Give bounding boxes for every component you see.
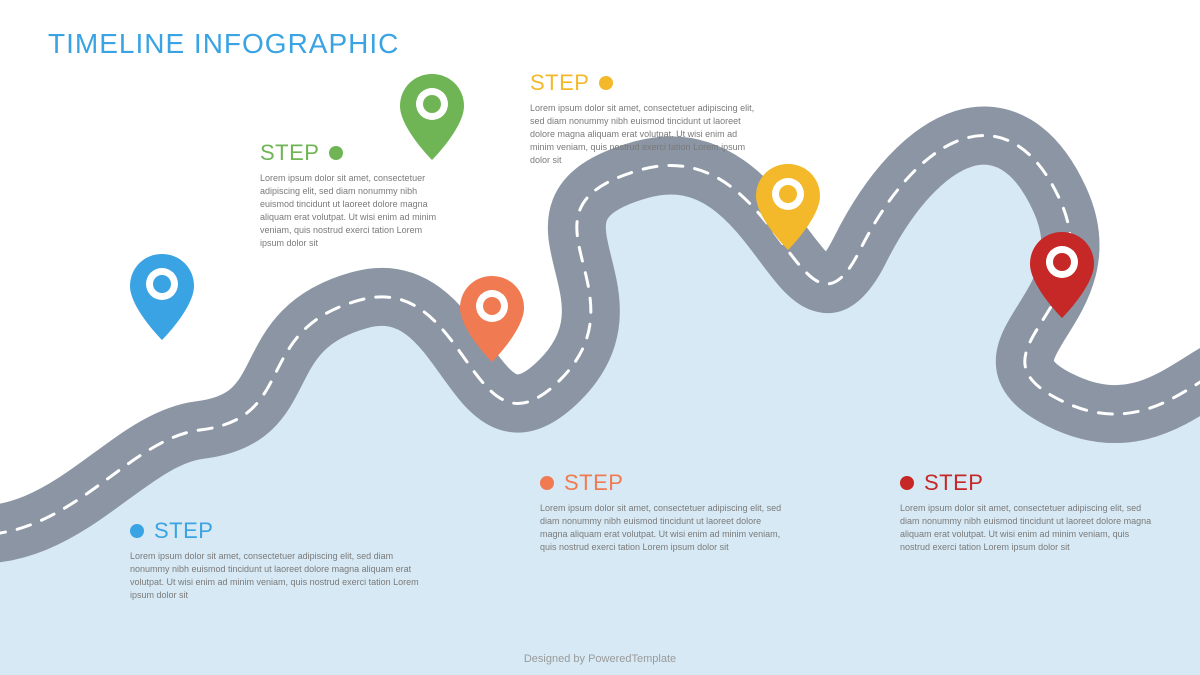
pin-ring-inner-icon: [779, 185, 797, 203]
pin-ring-inner-icon: [483, 297, 501, 315]
step-blue: STEP Lorem ipsum dolor sit amet, consecte…: [130, 518, 430, 602]
step-body: Lorem ipsum dolor sit amet, consectetuer…: [130, 550, 430, 602]
page-title: TIMELINE INFOGRAPHIC: [48, 28, 399, 60]
step-header: STEP: [900, 470, 1160, 496]
step-red: STEP Lorem ipsum dolor sit amet, consecte…: [900, 470, 1160, 554]
step-body: Lorem ipsum dolor sit amet, consectetuer…: [540, 502, 790, 554]
footer-credit: Designed by PoweredTemplate: [0, 653, 1200, 665]
step-dot-icon: [130, 524, 144, 538]
step-body: Lorem ipsum dolor sit amet, consectetuer…: [900, 502, 1160, 554]
step-header: STEP: [530, 70, 760, 96]
pin-blue: [130, 254, 194, 340]
step-header: STEP: [260, 140, 440, 166]
step-dot-icon: [900, 476, 914, 490]
step-label: STEP: [260, 140, 319, 166]
step-dot-icon: [540, 476, 554, 490]
step-dot-icon: [599, 76, 613, 90]
pin-ring-inner-icon: [1053, 253, 1071, 271]
step-label: STEP: [564, 470, 623, 496]
step-yellow: STEP Lorem ipsum dolor sit amet, consecte…: [530, 70, 760, 167]
step-orange: STEP Lorem ipsum dolor sit amet, consecte…: [540, 470, 790, 554]
pin-red: [1030, 232, 1094, 318]
step-header: STEP: [130, 518, 430, 544]
step-green: STEP Lorem ipsum dolor sit amet, consecte…: [260, 140, 440, 250]
step-label: STEP: [154, 518, 213, 544]
pin-ring-inner-icon: [423, 95, 441, 113]
step-body: Lorem ipsum dolor sit amet, consectetuer…: [530, 102, 760, 167]
step-header: STEP: [540, 470, 790, 496]
pin-yellow: [756, 164, 820, 250]
step-label: STEP: [530, 70, 589, 96]
step-body: Lorem ipsum dolor sit amet, consectetuer…: [260, 172, 440, 250]
pin-orange: [460, 276, 524, 362]
step-label: STEP: [924, 470, 983, 496]
pin-ring-inner-icon: [153, 275, 171, 293]
step-dot-icon: [329, 146, 343, 160]
infographic-canvas: TIMELINE INFOGRAPHIC STEP Lorem ipsum dol…: [0, 0, 1200, 675]
